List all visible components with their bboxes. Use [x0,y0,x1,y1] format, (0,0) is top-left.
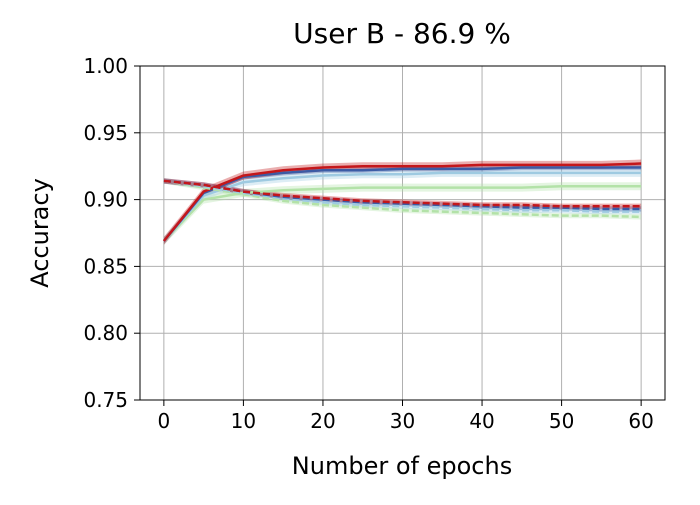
x-tick-label: 40 [469,409,494,433]
x-tick-label: 10 [231,409,256,433]
y-tick-label: 0.90 [83,188,128,212]
series-line-3 [162,162,642,242]
error-band-1 [163,168,642,246]
series-line-5 [163,179,642,213]
x-tick-label: 50 [549,409,574,433]
series-line-1 [162,171,642,242]
x-tick-label: 0 [157,409,170,433]
x-tick-label: 60 [628,409,653,433]
series-lines [162,162,642,242]
chart-title: User B - 86.9 % [293,17,511,50]
error-band-0 [163,182,642,246]
series-line-4 [163,179,642,219]
y-tick-label: 0.75 [83,388,128,412]
y-tick-label: 0.80 [83,321,128,345]
y-axis-label: Accuracy [26,178,54,288]
y-tick-label: 0.85 [83,254,128,278]
grid [140,65,665,401]
x-tick-label: 30 [390,409,415,433]
y-tick-label: 1.00 [83,54,128,78]
x-axis-label: Number of epochs [292,452,512,480]
ticks: 0 10 20 30 40 50 60 0.75 0.80 0.85 0.90 0.95 1.00 [83,54,653,433]
x-tick-label: 20 [310,409,335,433]
series-line-7 [163,179,642,208]
y-tick-label: 0.95 [83,121,128,145]
